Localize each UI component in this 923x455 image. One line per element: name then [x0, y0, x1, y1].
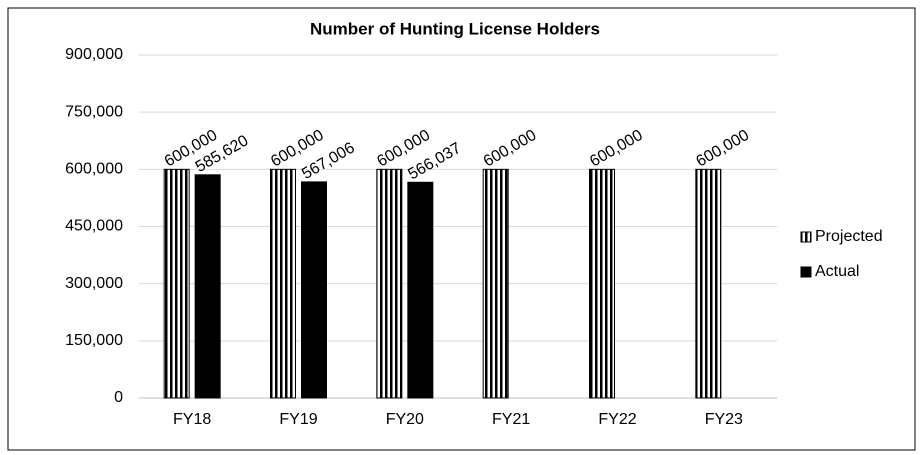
bar [194, 174, 221, 399]
x-tick-label: FY21 [492, 411, 530, 428]
bar [407, 181, 434, 399]
x-tick-label: FY20 [386, 411, 424, 428]
x-tick-label: FY18 [173, 411, 211, 428]
y-tick-label: 600,000 [65, 161, 123, 178]
bar [163, 168, 190, 399]
bar [589, 168, 615, 399]
bar [376, 168, 403, 399]
y-tick-label: 750,000 [65, 103, 123, 120]
x-tick-label: FY22 [598, 411, 636, 428]
bar [482, 168, 509, 399]
legend-swatch [800, 266, 812, 278]
y-tick-label: 150,000 [65, 332, 123, 349]
x-tick-label: FY23 [705, 411, 743, 428]
y-tick-label: 450,000 [65, 218, 123, 235]
legend-label: Actual [815, 263, 859, 280]
x-tick-label: FY19 [279, 411, 317, 428]
legend-label: Projected [815, 228, 883, 245]
legend-swatch [800, 231, 812, 243]
bar [270, 168, 296, 399]
chart-title: Number of Hunting License Holders [310, 19, 600, 38]
y-tick-label: 900,000 [65, 46, 123, 63]
y-tick-label: 0 [114, 389, 123, 406]
chart-border [7, 7, 916, 451]
bar [695, 168, 722, 399]
y-tick-label: 300,000 [65, 275, 123, 292]
bar [301, 181, 327, 399]
